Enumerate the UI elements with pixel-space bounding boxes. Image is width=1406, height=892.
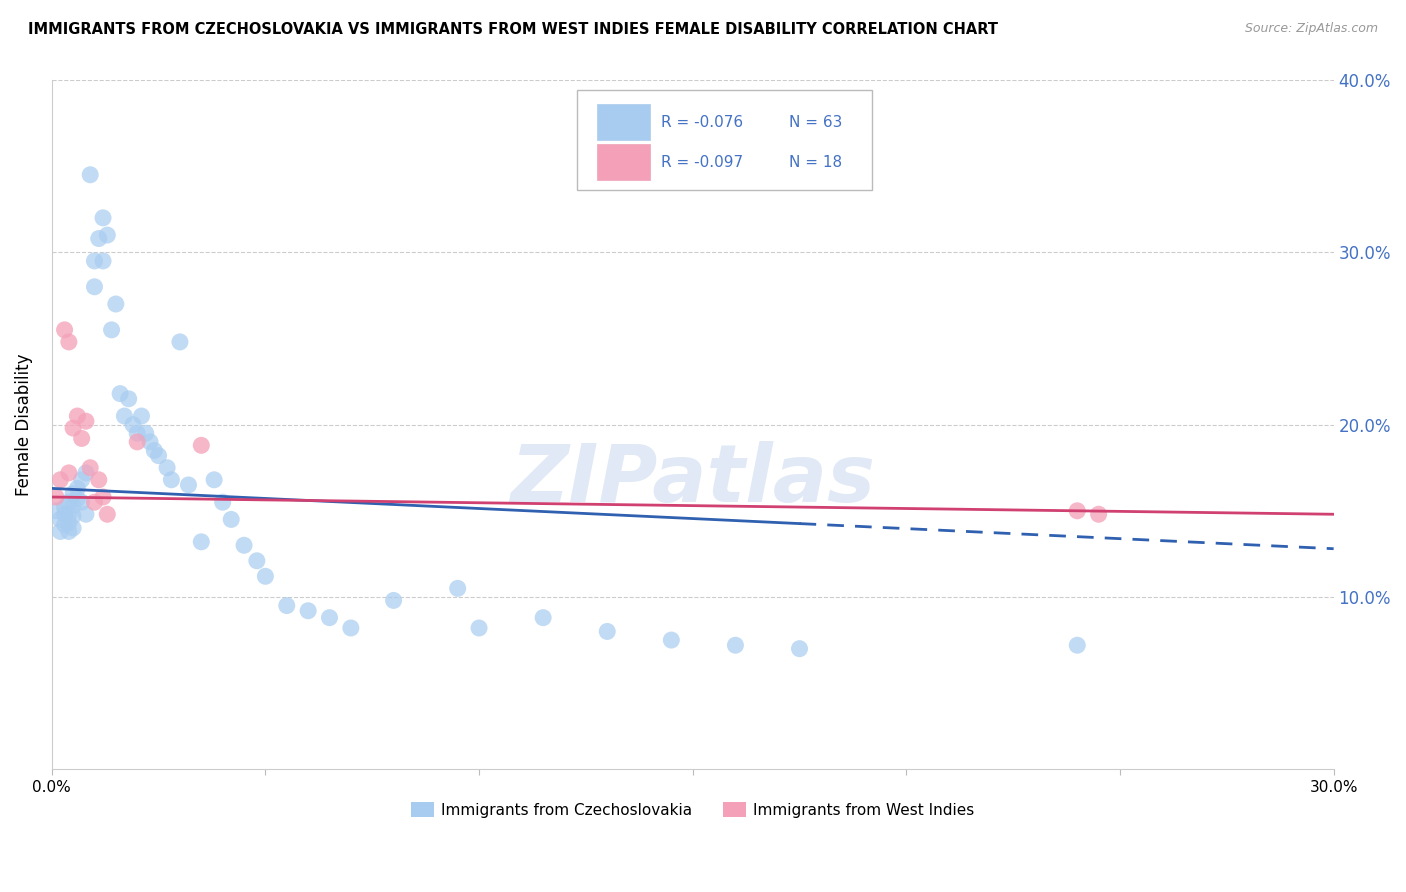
- Text: R = -0.076: R = -0.076: [661, 114, 742, 129]
- Point: [143, 443, 166, 458]
- Point: [53, 517, 76, 532]
- Point: [45, 504, 67, 518]
- Legend: Immigrants from Czechoslovakia, Immigrants from West Indies: Immigrants from Czechoslovakia, Immigran…: [405, 796, 981, 823]
- Point: [58, 508, 80, 522]
- Point: [53, 500, 76, 515]
- Point: [62, 521, 84, 535]
- Point: [122, 417, 145, 432]
- Point: [254, 569, 277, 583]
- Point: [156, 460, 179, 475]
- Point: [139, 434, 162, 449]
- Point: [62, 499, 84, 513]
- Text: N = 63: N = 63: [789, 114, 842, 129]
- Point: [75, 414, 97, 428]
- Point: [100, 323, 122, 337]
- Point: [45, 490, 67, 504]
- Point: [96, 508, 118, 522]
- Point: [79, 168, 101, 182]
- Point: [447, 582, 470, 596]
- Point: [1087, 508, 1109, 522]
- Point: [53, 508, 76, 522]
- Point: [70, 432, 93, 446]
- Point: [148, 449, 170, 463]
- Point: [724, 638, 747, 652]
- Point: [127, 426, 149, 441]
- Point: [70, 473, 93, 487]
- Point: [659, 633, 682, 648]
- Point: [58, 516, 80, 530]
- FancyBboxPatch shape: [596, 145, 651, 180]
- Point: [297, 604, 319, 618]
- FancyBboxPatch shape: [596, 104, 651, 140]
- Point: [53, 323, 76, 337]
- Point: [58, 334, 80, 349]
- Point: [91, 490, 114, 504]
- Point: [49, 512, 72, 526]
- Point: [87, 231, 110, 245]
- Point: [62, 421, 84, 435]
- Point: [190, 438, 212, 452]
- Point: [169, 334, 191, 349]
- Point: [246, 554, 269, 568]
- Point: [66, 491, 89, 506]
- Point: [79, 460, 101, 475]
- Text: IMMIGRANTS FROM CZECHOSLOVAKIA VS IMMIGRANTS FROM WEST INDIES FEMALE DISABILITY : IMMIGRANTS FROM CZECHOSLOVAKIA VS IMMIGR…: [28, 22, 998, 37]
- Point: [58, 495, 80, 509]
- Point: [87, 473, 110, 487]
- Point: [58, 524, 80, 539]
- Point: [233, 538, 256, 552]
- Point: [118, 392, 141, 406]
- Text: N = 18: N = 18: [789, 154, 842, 169]
- Point: [219, 512, 242, 526]
- Point: [104, 297, 127, 311]
- Point: [112, 409, 135, 423]
- Point: [62, 508, 84, 523]
- Text: Source: ZipAtlas.com: Source: ZipAtlas.com: [1244, 22, 1378, 36]
- Point: [160, 473, 183, 487]
- Point: [789, 641, 811, 656]
- Point: [91, 211, 114, 225]
- Point: [49, 524, 72, 539]
- Point: [276, 599, 298, 613]
- Point: [66, 409, 89, 423]
- Point: [75, 466, 97, 480]
- Text: ZIPatlas: ZIPatlas: [510, 441, 875, 519]
- FancyBboxPatch shape: [578, 90, 872, 190]
- Point: [190, 534, 212, 549]
- Point: [468, 621, 491, 635]
- Point: [135, 426, 157, 441]
- Y-axis label: Female Disability: Female Disability: [15, 353, 32, 496]
- Point: [596, 624, 619, 639]
- Point: [177, 478, 200, 492]
- Point: [202, 473, 225, 487]
- Point: [108, 386, 131, 401]
- Point: [531, 610, 554, 624]
- Point: [131, 409, 153, 423]
- Point: [1066, 638, 1088, 652]
- Point: [66, 482, 89, 496]
- Text: R = -0.097: R = -0.097: [661, 154, 742, 169]
- Point: [91, 254, 114, 268]
- Point: [83, 279, 105, 293]
- Point: [340, 621, 363, 635]
- Point: [75, 508, 97, 522]
- Point: [127, 434, 149, 449]
- Point: [211, 495, 233, 509]
- Point: [83, 495, 105, 509]
- Point: [49, 473, 72, 487]
- Point: [62, 486, 84, 500]
- Point: [83, 254, 105, 268]
- Point: [1066, 504, 1088, 518]
- Point: [70, 495, 93, 509]
- Point: [96, 228, 118, 243]
- Point: [318, 610, 340, 624]
- Point: [382, 593, 405, 607]
- Point: [58, 466, 80, 480]
